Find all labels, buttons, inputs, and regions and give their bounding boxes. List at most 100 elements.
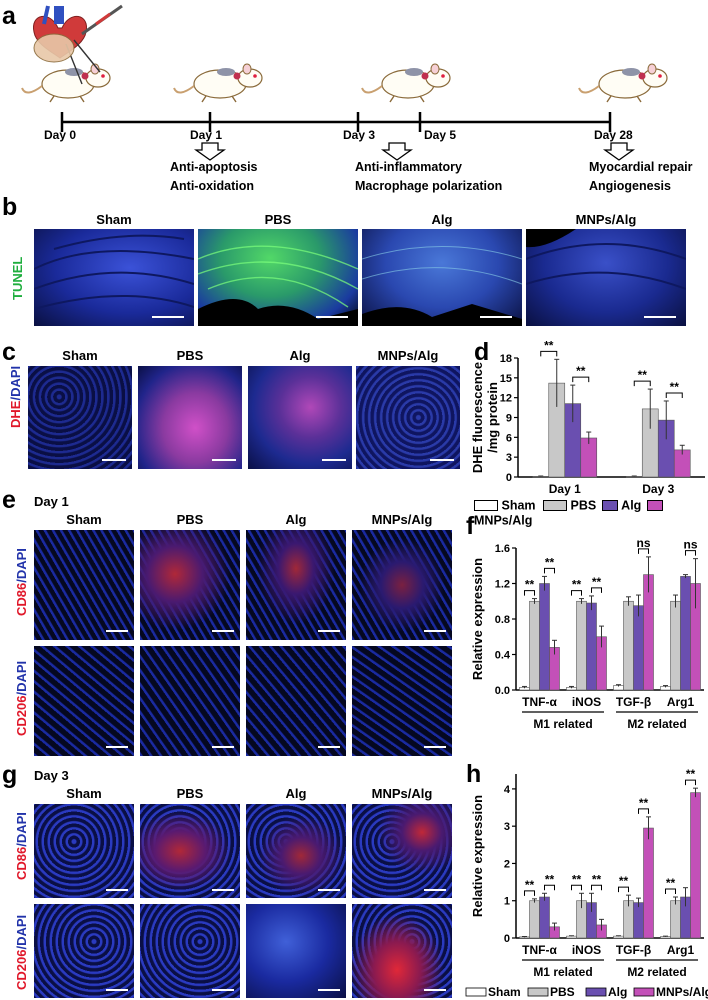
effect-line: Anti-apoptosis xyxy=(170,160,258,174)
y-tick-label: 0.8 xyxy=(495,614,510,626)
timeline-day0: Day 0 xyxy=(44,128,77,142)
g-image-mnps-alg-cd86 xyxy=(352,804,452,898)
bar-pbs xyxy=(576,600,587,691)
legend-label: Alg xyxy=(608,985,627,999)
col-header-alg: Alg xyxy=(285,512,307,527)
bar-mnps-alg xyxy=(643,827,654,939)
y-tick-label: 1 xyxy=(504,896,510,908)
x-tick-label: TGF-β xyxy=(616,943,651,957)
y-tick-label: 4 xyxy=(504,784,511,796)
significance-label: ** xyxy=(638,368,648,382)
significance-label: ** xyxy=(545,872,555,886)
significance-label: ** xyxy=(544,340,554,352)
col-header-alg: Alg xyxy=(289,348,311,363)
effect-line: Myocardial repair xyxy=(589,160,693,174)
significance-label: ** xyxy=(525,578,535,592)
x-tick-label: Arg1 xyxy=(667,695,695,709)
significance-bracket xyxy=(685,779,696,786)
significance-bracket xyxy=(591,587,602,593)
col-header-pbs: PBS xyxy=(264,212,292,227)
legend-label-alg: Alg xyxy=(621,498,642,513)
significance-label: ns xyxy=(636,536,650,550)
legend-label-mnps-alg: MNPs/Alg xyxy=(474,513,533,528)
legend-swatch-mnps-alg xyxy=(646,500,663,512)
legend-swatch xyxy=(527,987,549,997)
legend-label: PBS xyxy=(550,985,575,999)
x-tick-label: TNF-α xyxy=(522,943,557,957)
bar-alg xyxy=(586,602,597,691)
bar-pbs xyxy=(529,600,540,691)
col-header-sham: Sham xyxy=(62,348,98,363)
y-tick-label: 3 xyxy=(506,452,512,464)
significance-label: ** xyxy=(592,575,602,589)
bar-alg xyxy=(539,896,550,939)
e-image-pbs-cd86 xyxy=(140,530,240,640)
significance-label: ** xyxy=(619,874,629,888)
col-header-mnps-alg: MNPs/Alg xyxy=(377,348,439,363)
significance-bracket xyxy=(571,590,582,596)
effect-line: Macrophage polarization xyxy=(355,179,503,193)
g-image-sham-cd206 xyxy=(34,904,134,998)
panel-g-day: Day 3 xyxy=(34,768,69,783)
dhe-image-mnps-alg xyxy=(356,366,460,469)
col-header-pbs: PBS xyxy=(176,348,204,363)
col-header-sham: Sham xyxy=(66,786,102,801)
significance-bracket xyxy=(665,888,676,894)
dhe-image-alg xyxy=(248,366,352,469)
legend-label: Sham xyxy=(488,985,521,999)
significance-label: ** xyxy=(572,578,582,592)
g-row1-label: CD86/DAPI xyxy=(14,812,29,880)
significance-bracket xyxy=(633,380,651,387)
bar-alg xyxy=(680,576,691,691)
rat-icon-day5 xyxy=(361,63,451,103)
y-tick-label: 0.0 xyxy=(495,685,510,697)
significance-bracket xyxy=(572,376,590,383)
legend-swatch-alg xyxy=(601,500,618,512)
significance-label: ** xyxy=(666,876,676,890)
bar-pbs xyxy=(623,600,634,691)
tunel-image-alg xyxy=(362,229,522,326)
legend-label-sham: Sham xyxy=(501,498,536,513)
x-tick-label: Day 1 xyxy=(549,482,581,496)
timeline-day5: Day 5 xyxy=(424,128,457,142)
significance-bracket xyxy=(638,548,649,554)
panel-label-a: a xyxy=(2,2,16,30)
y-tick-label: 0.4 xyxy=(495,650,511,662)
y-axis-label: DHE fluorescence/mg protein xyxy=(470,362,500,473)
significance-label: ** xyxy=(639,796,649,810)
e-row2-label: CD206/DAPI xyxy=(14,661,29,736)
tunel-image-mnps-alg xyxy=(526,229,686,326)
tunel-image-sham xyxy=(34,229,194,326)
x-tick-label: TNF-α xyxy=(522,695,557,709)
stain-cd206: CD206 xyxy=(14,949,29,990)
col-header-sham: Sham xyxy=(96,212,132,227)
effect-day1: Anti-apoptosis Anti-oxidation xyxy=(170,158,258,196)
y-tick-label: 15 xyxy=(500,373,512,385)
effect-line: Angiogenesis xyxy=(589,179,671,193)
chart-h: 0 1 2 3 4 Relative expression ** ** ** ** ** ** ** **… xyxy=(465,767,708,999)
e-image-sham-cd86 xyxy=(34,530,134,640)
panel-e-day: Day 1 xyxy=(34,494,69,509)
tunel-image-pbs xyxy=(198,229,358,326)
panel-label-e: e xyxy=(2,486,16,514)
stain-dapi: /DAPI xyxy=(14,548,29,583)
stain-cd206: CD206 xyxy=(14,695,29,736)
significance-label: ** xyxy=(592,872,602,886)
significance-bracket xyxy=(524,590,535,596)
y-tick-label: 3 xyxy=(504,821,510,833)
bar-mnps-alg xyxy=(690,792,701,939)
y-axis-label: Relative expression xyxy=(470,558,485,680)
col-header-mnps-alg: MNPs/Alg xyxy=(371,512,433,527)
chart-f: 0.0 0.4 0.8 1.2 1.6 Relative expression ** ** **… xyxy=(470,536,704,731)
e-row1-label: CD86/DAPI xyxy=(14,548,29,616)
x-tick-label: TGF-β xyxy=(616,695,651,709)
stain-dapi: /DAPI xyxy=(14,660,29,696)
g-image-mnps-alg-cd206 xyxy=(352,904,452,998)
rat-icon-day1 xyxy=(173,63,263,103)
e-image-alg-cd86 xyxy=(246,530,346,640)
significance-label: ** xyxy=(525,878,535,892)
effect-line: Anti-oxidation xyxy=(170,179,255,193)
bar-pbs xyxy=(670,900,681,939)
legend-label: MNPs/Alg xyxy=(656,985,708,999)
significance-bracket xyxy=(591,884,602,891)
